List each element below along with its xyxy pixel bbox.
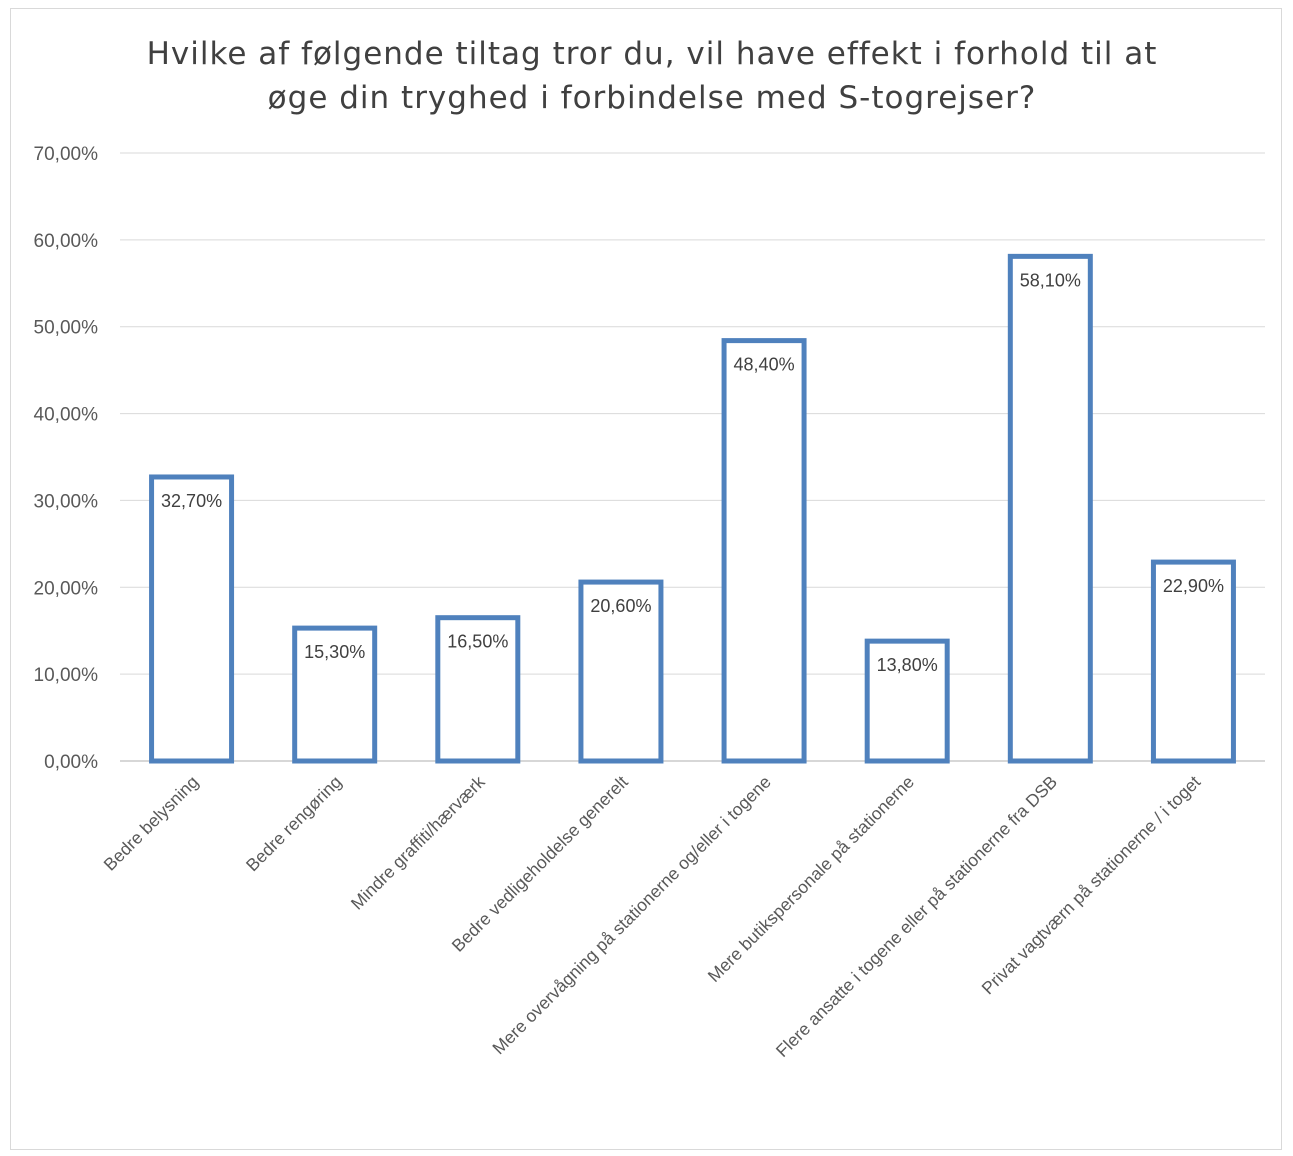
y-tick-label: 40,00%	[34, 405, 99, 426]
y-tick-label: 50,00%	[34, 318, 99, 339]
bar	[864, 638, 950, 764]
bar	[578, 579, 664, 764]
category-label: Bedre rengøring	[242, 772, 346, 876]
chart-title-line: Hvilke af følgende tiltag tror du, vil h…	[147, 36, 1158, 72]
data-label: 22,90%	[1163, 576, 1224, 596]
category-label: Mindre graffiti/hærværk	[347, 772, 489, 914]
gridlines	[120, 152, 1265, 762]
data-label: 13,80%	[877, 655, 938, 675]
bar	[1007, 253, 1093, 764]
y-tick-label: 30,00%	[34, 491, 99, 512]
category-label: Flere ansatte i togene eller på statione…	[772, 772, 1061, 1061]
y-tick-label: 0,00%	[44, 752, 98, 773]
bar	[435, 615, 521, 764]
chart-title: Hvilke af følgende tiltag tror du, vil h…	[147, 36, 1158, 116]
data-labels: 32,70% 15,30% 16,50% 20,60% 48,40% 13,80% 58,1…	[161, 270, 1224, 675]
y-tick-label: 70,00%	[34, 144, 99, 165]
data-label: 16,50%	[447, 632, 508, 652]
category-label: Privat vagtværn på stationerne / i toget	[978, 772, 1205, 999]
bar	[1150, 559, 1236, 764]
bars	[149, 253, 1236, 764]
bar	[149, 474, 235, 764]
data-label: 15,30%	[304, 642, 365, 662]
y-tick-label: 10,00%	[34, 665, 99, 686]
data-label: 32,70%	[161, 491, 222, 511]
y-tick-label: 20,00%	[34, 578, 99, 599]
bar	[292, 625, 378, 764]
y-tick-label: 60,00%	[34, 231, 99, 252]
data-label: 48,40%	[734, 355, 795, 375]
y-axis-tick-labels: 0,00% 10,00% 20,00% 30,00% 40,00% 50,00% 60,00…	[34, 144, 99, 773]
category-label: Mere overvågning på stationerne og/eller…	[488, 772, 775, 1059]
x-axis-category-labels: Bedre belysning Bedre rengøring Mindre gra…	[100, 772, 1205, 1061]
chart-title-line: øge din tryghed i forbindelse med S-togr…	[268, 80, 1037, 116]
bar	[721, 338, 807, 764]
category-label: Bedre belysning	[100, 772, 203, 875]
data-label: 58,10%	[1020, 270, 1081, 290]
data-label: 20,60%	[590, 596, 651, 616]
